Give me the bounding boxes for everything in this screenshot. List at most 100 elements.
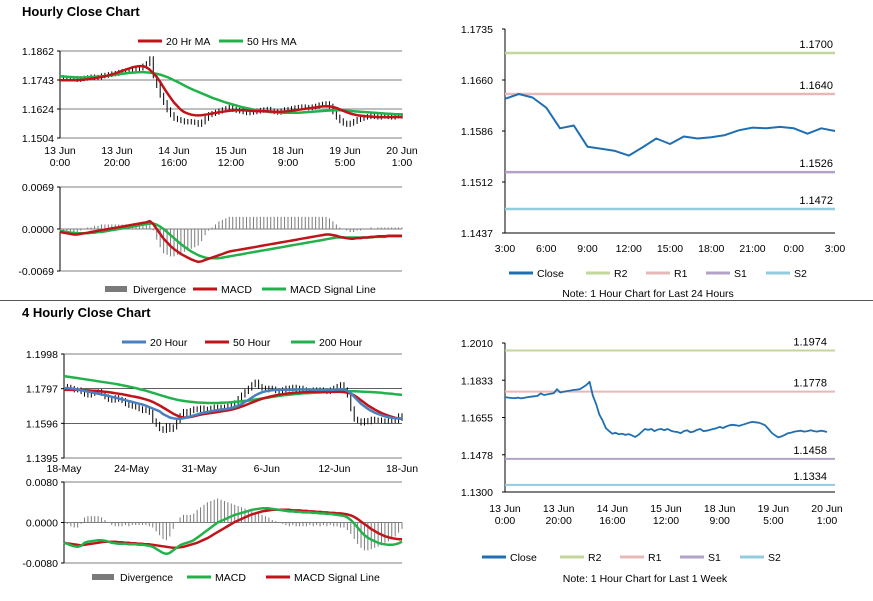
4h-levels-x-tick-label: 19 Jun bbox=[758, 503, 790, 515]
hourly-price-x-tick-label: 1:00 bbox=[392, 157, 413, 169]
hourly-levels-x-tick-label: 3:00 bbox=[495, 243, 516, 255]
hourly-price-legend-label: 20 Hr MA bbox=[166, 36, 210, 48]
4h-levels-x-tick-label: 18 Jun bbox=[704, 503, 736, 515]
4h-levels-x-tick-label: 12:00 bbox=[653, 515, 679, 527]
4h-levels-tick-label: 1.1300 bbox=[461, 487, 493, 499]
4h-price-x-tick-label: 31-May bbox=[182, 463, 218, 475]
hourly-price-x-tick-label: 20 Jun bbox=[386, 145, 418, 157]
hourly-levels-legend-label: R1 bbox=[674, 268, 688, 280]
4h-price-x-tick-label: 18-Jun bbox=[386, 463, 418, 475]
4h-price-legend-label: 200 Hour bbox=[319, 337, 363, 349]
4h-levels-legend-label: S1 bbox=[708, 552, 721, 564]
section-title-hourly: Hourly Close Chart bbox=[22, 4, 140, 19]
hourly-levels-tick-label: 1.1735 bbox=[461, 24, 493, 36]
hourly-levels-x-tick-label: 6:00 bbox=[536, 243, 557, 255]
hourly-levels-legend-label: R2 bbox=[614, 268, 628, 280]
4h-levels-x-tick-label: 1:00 bbox=[817, 515, 838, 527]
4h-price-tick-label: 1.1797 bbox=[26, 384, 58, 396]
4h-price-tick-label: 1.1395 bbox=[26, 453, 58, 465]
4h-price-legend-label: 20 Hour bbox=[150, 337, 188, 349]
hourly-level-s2-label: 1.1472 bbox=[799, 195, 833, 207]
hourly-levels-x-tick-label: 21:00 bbox=[739, 243, 765, 255]
4h-levels-x-tick-label: 20 Jun bbox=[811, 503, 843, 515]
hourly-levels-x-tick-label: 3:00 bbox=[825, 243, 846, 255]
hourly-macd-legend-swatch bbox=[105, 286, 127, 292]
hourly-levels-legend-label: S2 bbox=[794, 268, 807, 280]
4h-levels-note: Note: 1 Hour Chart for Last 1 Week bbox=[563, 573, 728, 585]
4h-levels-x-tick-label: 13 Jun bbox=[489, 503, 521, 515]
hourly-macd-legend-label: Divergence bbox=[133, 284, 186, 296]
4h-levels-tick-label: 1.2010 bbox=[461, 338, 493, 350]
4h-levels-legend-label: R1 bbox=[648, 552, 662, 564]
4h-ma50-line bbox=[64, 388, 403, 420]
4h-levels-tick-label: 1.1655 bbox=[461, 413, 493, 425]
4h-levels-x-tick-label: 16:00 bbox=[599, 515, 625, 527]
4h-levels-legend-label: S2 bbox=[768, 552, 781, 564]
4h-macd-legend-label: MACD Signal Line bbox=[294, 572, 380, 584]
4h-levels-legend-label: R2 bbox=[588, 552, 602, 564]
4h-level-s1-label: 1.1458 bbox=[793, 445, 827, 457]
hourly-levels-legend-label: S1 bbox=[734, 268, 747, 280]
4h-levels-x-tick-label: 9:00 bbox=[709, 515, 730, 527]
hourly-price-x-tick-label: 5:00 bbox=[335, 157, 356, 169]
4h-macd-legend-label: MACD bbox=[215, 572, 246, 584]
4h-levels-tick-label: 1.1833 bbox=[461, 375, 493, 387]
hourly-price-tick-label: 1.1624 bbox=[22, 104, 54, 116]
hourly-macd-line bbox=[59, 219, 402, 264]
section-divider bbox=[0, 300, 873, 301]
hourly-price-x-tick-label: 19 Jun bbox=[329, 145, 361, 157]
hourly-macd-legend-label: MACD bbox=[221, 284, 252, 296]
hourly-levels-x-tick-label: 18:00 bbox=[698, 243, 724, 255]
4h-price-x-tick-label: 18-May bbox=[46, 463, 82, 475]
4h-ma200-line bbox=[63, 374, 403, 405]
4h-levels-tick-label: 1.1478 bbox=[461, 450, 493, 462]
4h-levels-legend-label: Close bbox=[510, 552, 537, 564]
4h-levels-x-tick-label: 5:00 bbox=[763, 515, 784, 527]
hourly-levels-legend-label: Close bbox=[537, 268, 564, 280]
hourly-price-x-tick-label: 9:00 bbox=[278, 157, 299, 169]
hourly-macd-tick-label: 0.0000 bbox=[22, 224, 54, 236]
4h-price-x-tick-label: 24-May bbox=[114, 463, 150, 475]
hourly-levels-tick-label: 1.1660 bbox=[461, 75, 493, 87]
hourly-price-x-tick-label: 14 Jun bbox=[158, 145, 190, 157]
4h-level-r1-label: 1.1778 bbox=[793, 378, 827, 390]
hourly-levels-x-tick-label: 9:00 bbox=[577, 243, 598, 255]
hourly-macd-legend-label: MACD Signal Line bbox=[290, 284, 376, 296]
section-title-4hourly: 4 Hourly Close Chart bbox=[22, 305, 151, 320]
hourly-levels-x-tick-label: 0:00 bbox=[784, 243, 805, 255]
4h-levels-x-tick-label: 0:00 bbox=[495, 515, 516, 527]
hourly-price-x-tick-label: 13 Jun bbox=[44, 145, 76, 157]
hourly-macd-tick-label: 0.0069 bbox=[22, 182, 54, 194]
hourly-price-legend-label: 50 Hrs MA bbox=[247, 36, 297, 48]
4h-levels-x-tick-label: 13 Jun bbox=[543, 503, 575, 515]
hourly-price-x-tick-label: 16:00 bbox=[161, 157, 187, 169]
4h-macd-tick-label: 0.0080 bbox=[26, 477, 58, 489]
hourly-price-x-tick-label: 15 Jun bbox=[215, 145, 247, 157]
hourly-level-r1-label: 1.1640 bbox=[799, 80, 833, 92]
4h-price-tick-label: 1.1596 bbox=[26, 418, 58, 430]
hourly-price-x-tick-label: 20:00 bbox=[104, 157, 130, 169]
hourly-price-tick-label: 1.1504 bbox=[22, 133, 54, 145]
4h-price-x-tick-label: 12-Jun bbox=[318, 463, 350, 475]
4h-macd-signal-line bbox=[63, 508, 402, 550]
hourly-level-r2-label: 1.1700 bbox=[799, 39, 833, 51]
hourly-levels-tick-label: 1.1512 bbox=[461, 177, 493, 189]
hourly-macd-tick-label: -0.0069 bbox=[18, 266, 54, 278]
hourly-levels-x-tick-label: 12:00 bbox=[616, 243, 642, 255]
4h-levels-x-tick-label: 20:00 bbox=[546, 515, 572, 527]
hourly-price-x-tick-label: 18 Jun bbox=[272, 145, 304, 157]
hourly-price-x-tick-label: 12:00 bbox=[218, 157, 244, 169]
4h-price-tick-label: 1.1998 bbox=[26, 349, 58, 361]
hourly-price-x-tick-label: 0:00 bbox=[50, 157, 71, 169]
hourly-level-s1-label: 1.1526 bbox=[799, 158, 833, 170]
4h-levels-x-tick-label: 14 Jun bbox=[597, 503, 629, 515]
4h-macd-line bbox=[63, 507, 403, 556]
4h-levels-x-tick-label: 15 Jun bbox=[650, 503, 682, 515]
4h-macd-tick-label: 0.0000 bbox=[26, 518, 58, 530]
4h-price-legend-label: 50 Hour bbox=[233, 337, 271, 349]
4h-level-r2-label: 1.1974 bbox=[793, 337, 827, 349]
4h-macd-tick-label: -0.0080 bbox=[22, 558, 58, 570]
hourly-price-tick-label: 1.1862 bbox=[22, 46, 54, 58]
hourly-close-line bbox=[504, 93, 836, 157]
